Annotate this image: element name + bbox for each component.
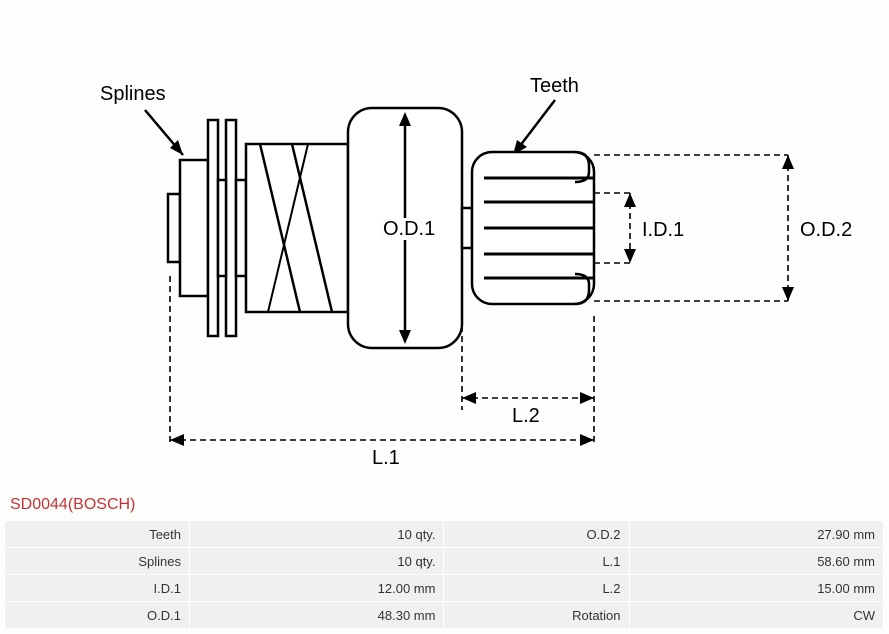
spec-value: 10 qty. xyxy=(190,521,443,547)
spec-label: L.2 xyxy=(444,575,628,601)
table-row: I.D.112.00 mmL.215.00 mm xyxy=(5,575,883,601)
table-row: Splines10 qty.L.158.60 mm xyxy=(5,548,883,574)
spec-value: 48.30 mm xyxy=(190,602,443,628)
dim-id1: I.D.1 xyxy=(642,219,684,241)
starter-drive-diagram: Splines Teeth xyxy=(0,0,889,490)
label-splines: Splines xyxy=(100,83,166,105)
spec-value: 27.90 mm xyxy=(630,521,883,547)
spec-label: O.D.1 xyxy=(5,602,189,628)
spec-label: I.D.1 xyxy=(5,575,189,601)
label-teeth: Teeth xyxy=(530,75,579,97)
spec-value: 12.00 mm xyxy=(190,575,443,601)
page-container: Splines Teeth xyxy=(0,0,889,629)
spec-label: Rotation xyxy=(444,602,628,628)
product-title: SD0044(BOSCH) xyxy=(0,490,889,520)
dim-l1: L.1 xyxy=(372,447,400,469)
spec-table: Teeth10 qty.O.D.227.90 mmSplines10 qty.L… xyxy=(4,520,884,629)
spec-value: 10 qty. xyxy=(190,548,443,574)
spec-value: 15.00 mm xyxy=(630,575,883,601)
spec-label: L.1 xyxy=(444,548,628,574)
table-row: O.D.148.30 mmRotationCW xyxy=(5,602,883,628)
dim-l2: L.2 xyxy=(512,405,540,427)
spec-label: Splines xyxy=(5,548,189,574)
spec-value: 58.60 mm xyxy=(630,548,883,574)
spec-label: Teeth xyxy=(5,521,189,547)
dim-od2: O.D.2 xyxy=(800,219,852,241)
dim-od1: O.D.1 xyxy=(383,218,435,240)
table-row: Teeth10 qty.O.D.227.90 mm xyxy=(5,521,883,547)
diagram-area: Splines Teeth xyxy=(0,0,889,490)
spec-label: O.D.2 xyxy=(444,521,628,547)
spec-value: CW xyxy=(630,602,883,628)
